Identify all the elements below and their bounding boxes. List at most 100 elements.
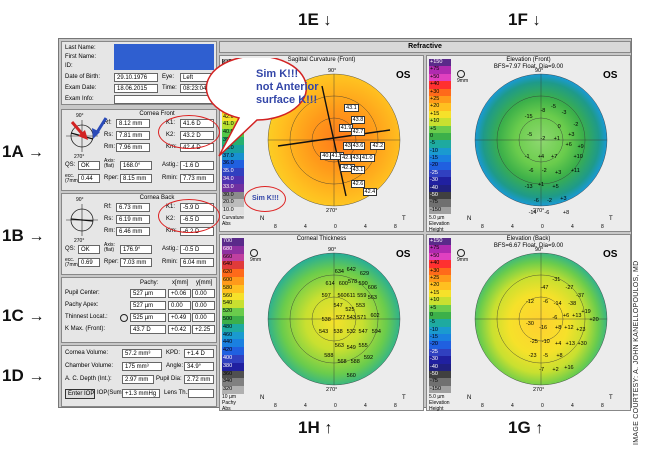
pupil-center-label: Pupil Center: <box>65 290 100 296</box>
pupil-y-field[interactable]: 0.00 <box>192 289 215 298</box>
scale-step: 540 <box>222 300 244 309</box>
refractive-title[interactable]: Refractive <box>219 41 631 53</box>
scale-footer: 5.0 µm <box>429 394 445 400</box>
scale-step: 34.0 <box>222 175 244 184</box>
elev-front-map-panel[interactable]: Elevation (Front) BFS=7.97 Float, Dia=9.0… <box>426 55 631 233</box>
angle-top: 90° <box>76 197 84 203</box>
right-arrow-icon: → <box>28 368 45 385</box>
kmax-y-field[interactable]: +2.25 <box>192 325 215 334</box>
x-tick-label: 4 <box>571 224 574 230</box>
chamber-volume-field[interactable]: 175 mm³ <box>122 362 162 371</box>
scale-footer: Elevation <box>429 400 450 406</box>
qs-field[interactable]: OK <box>78 245 100 254</box>
rs-field[interactable]: 6.19 mm <box>116 215 150 224</box>
scale-step: 36.0 <box>222 160 244 169</box>
kpd-label: KPD: <box>166 350 181 356</box>
map-value: -2 <box>540 136 546 142</box>
exam-date-label: Exam Date: <box>65 85 97 91</box>
scale-step: 420 <box>222 347 244 355</box>
axis-field[interactable]: 176.9° <box>120 245 152 254</box>
astig-field[interactable]: -0.5 D <box>180 245 214 254</box>
rs-field[interactable]: 7.81 mm <box>116 131 150 140</box>
iop-field[interactable]: +1.3 mmHg <box>122 389 160 398</box>
astig-field[interactable]: -1.6 D <box>180 161 214 170</box>
rper-label: Rper: <box>104 175 119 181</box>
exam-date-field[interactable]: 18.06.2015 <box>114 84 158 93</box>
x-tick-label: 0 <box>541 224 544 230</box>
map-value: -14 <box>553 301 562 307</box>
rm-field[interactable]: 6.46 mm <box>116 227 150 236</box>
rm-field[interactable]: 7.96 mm <box>116 143 150 152</box>
axis-field[interactable]: 168.0° <box>120 161 152 170</box>
scale-footer: Curvature <box>222 215 244 221</box>
scale-step: +40 <box>429 81 451 89</box>
map-value: -6 <box>533 198 539 204</box>
scale-step: 41.0 <box>222 121 244 130</box>
qs-label: QS: <box>65 246 76 252</box>
ecc-field[interactable]: 0.69 <box>78 258 100 267</box>
apex-x-field[interactable]: 0.00 <box>168 301 191 310</box>
dob-field[interactable]: 29.10.1976 <box>114 73 158 82</box>
map-value: +8 <box>555 325 562 331</box>
scale-step: -15 <box>429 155 451 163</box>
map-value: 555 <box>358 343 368 349</box>
kmax-field[interactable]: 43.7 D <box>130 325 166 334</box>
rper-field[interactable]: 7.03 mm <box>120 258 152 267</box>
magnifier-icon[interactable] <box>250 249 258 257</box>
col-x: x[mm] <box>172 280 189 286</box>
thin-x-field[interactable]: +0.49 <box>168 313 191 322</box>
map-value: -1 <box>524 154 530 160</box>
scale-step: 20.0 <box>222 199 244 208</box>
rf-field[interactable]: 8.12 mm <box>116 119 150 128</box>
rmin-field[interactable]: 7.73 mm <box>180 174 214 183</box>
angle-bottom: 270° <box>74 238 85 244</box>
scale-step: 520 <box>222 308 244 316</box>
scale-step: 37.0 <box>222 152 244 161</box>
angle-bottom: 270° <box>326 387 338 393</box>
map-value: 547 <box>333 303 343 309</box>
angle-bottom: 270° <box>533 208 545 214</box>
map-value: 43.6 <box>350 142 366 150</box>
map-value: 538 <box>333 329 343 335</box>
rs-label: Rs: <box>104 216 113 222</box>
magnifier-icon[interactable] <box>457 70 465 78</box>
qs-field[interactable]: OK <box>78 161 100 170</box>
ecc-field[interactable]: 0.44 <box>78 174 100 183</box>
scale-footer: 10 µm <box>222 394 236 400</box>
apex-pachy-field[interactable]: 527 µm <box>130 301 166 310</box>
figure-label-1b: 1B → <box>2 226 45 245</box>
qs-label: QS: <box>65 162 76 168</box>
rf-field[interactable]: 6.73 mm <box>116 203 150 212</box>
pachy-map-map-panel[interactable]: Corneal Thickness 700 680 660 640 620 600 580 56… <box>219 234 424 412</box>
nasal-label: N <box>260 216 265 222</box>
speech-bubble-shape <box>205 58 308 157</box>
scale-step: +75 <box>429 66 451 74</box>
pupil-x-field[interactable]: +0.06 <box>168 289 191 298</box>
thin-y-field[interactable]: 0.00 <box>192 313 215 322</box>
angle-field[interactable]: 34.9° <box>184 362 214 371</box>
x-tick-label: 8 <box>481 403 484 409</box>
kmax-x-field[interactable]: +0.42 <box>168 325 191 334</box>
cornea-volume-field[interactable]: 57.2 mm³ <box>122 349 162 358</box>
thin-pachy-field[interactable]: 525 µm <box>130 313 166 322</box>
km-label: Km: <box>166 144 177 150</box>
zoom-label: 9mm <box>457 78 469 84</box>
patient-name-box[interactable] <box>114 44 214 70</box>
acd-field[interactable]: 2.97 mm <box>122 375 154 384</box>
rmin-field[interactable]: 6.04 mm <box>180 258 214 267</box>
pupil-pachy-field[interactable]: 527 µm <box>130 289 166 298</box>
apex-y-field[interactable]: 0.00 <box>192 301 215 310</box>
scale-step: +10 <box>429 118 451 126</box>
lens-field[interactable] <box>188 389 214 398</box>
kpd-field[interactable]: +1.4 D <box>184 349 214 358</box>
pupil-dia-field[interactable]: 2.72 mm <box>184 375 214 384</box>
elev-back-map-panel[interactable]: Elevation (Back) BFS=6.67 Float, Dia=9.00… <box>426 234 631 412</box>
temporal-label: T <box>609 216 613 222</box>
up-arrow-icon: ↑ <box>535 420 544 437</box>
scale-step: 320 <box>222 386 244 394</box>
enter-iop-button[interactable]: Enter IOP <box>65 389 95 399</box>
scale-step: -75 <box>429 378 451 386</box>
magnifier-icon[interactable] <box>457 249 465 257</box>
rper-field[interactable]: 8.15 mm <box>120 174 152 183</box>
bubble-line-1: Sim K!!! <box>256 68 299 80</box>
